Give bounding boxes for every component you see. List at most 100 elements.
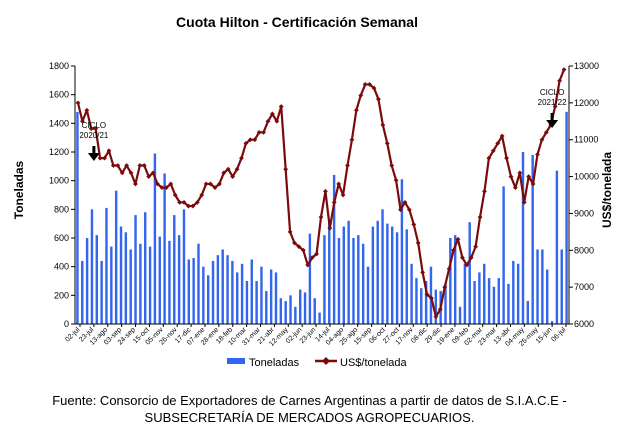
line-point [102,155,107,161]
line-point [464,262,470,268]
legend-swatch-usd-marker [322,357,330,365]
bar [245,281,249,324]
line-point [88,126,94,132]
line-point [543,129,549,135]
bar [352,238,355,324]
bar [206,275,210,324]
line-point [278,104,284,109]
left-tick-label: 200 [54,290,69,300]
bar [516,263,520,324]
bar [168,240,171,324]
line-point [473,244,479,249]
source-line-2: SUBSECRETARÍA DE MERCADOS AGROPECUARIOS. [144,410,475,425]
line-point [327,225,333,231]
line-point [128,170,134,176]
left-tick-label: 1400 [49,118,69,128]
annotation-arrow-shaft [550,113,554,121]
line-point [97,155,103,161]
bar [463,263,467,324]
line-point [323,188,328,194]
x-tick-label: 06-jul [550,326,567,343]
line-point [199,192,205,198]
line-point [283,166,289,172]
bar [458,306,462,324]
line-point [442,284,448,290]
bar [381,209,384,324]
line-point [371,85,377,91]
line-point [420,270,426,275]
line-point [265,118,271,124]
bar [144,212,147,324]
bar-series [76,111,568,325]
line-point [561,67,567,73]
line-point [468,255,474,261]
bar [236,272,239,324]
line-point [141,163,147,168]
legend: Toneladas US$/tonelada [227,357,408,369]
bar [405,229,408,324]
line-point [490,148,496,154]
bar [274,272,278,324]
right-tick-label: 9000 [574,208,594,218]
line-point [508,174,514,179]
bar [299,289,302,324]
line-point [216,181,222,187]
line-point [345,163,350,168]
left-tick-label: 0 [64,319,69,329]
bar [182,209,186,324]
annotation-label: CICLO [540,88,564,97]
line-point [362,82,368,87]
line-point [274,118,280,124]
bar [507,283,510,324]
chart-title: Cuota Hilton - Certificación Semanal [176,14,418,30]
bar [85,238,89,324]
line-point [517,170,523,176]
bar [308,233,312,324]
line-point [398,207,403,213]
line-point [194,199,200,205]
bar [415,278,418,324]
bar [531,154,534,324]
bar [410,263,413,324]
x-tick-label: 23-jun [299,326,318,345]
bar [483,263,486,324]
left-tick-label: 400 [54,262,69,272]
bar [429,266,433,324]
right-tick-label: 11000 [574,135,598,145]
line-point [513,185,518,191]
bar [202,266,205,324]
bar [560,249,563,324]
line-point [411,222,417,227]
annotation-label: 2020/21 [79,131,108,140]
line-point [252,137,258,143]
line-point [486,155,492,161]
line-series [75,67,567,320]
legend-label-usd: US$/tonelada [340,357,408,369]
line-point [115,163,121,168]
bar [289,295,292,324]
bar [134,215,137,324]
bar [444,283,447,324]
line-point [137,163,143,168]
bar [129,249,132,324]
bar [177,235,181,324]
line-point [451,247,456,253]
bar [468,222,471,324]
bar [318,312,321,324]
bar [337,238,341,324]
annotation-label: 2021/22 [538,98,567,107]
line-point [455,236,461,242]
bar [303,292,307,324]
line-point [429,295,434,301]
line-point [530,181,536,187]
bar [546,269,549,324]
bar [449,238,452,324]
line-point [146,174,152,179]
line-point [358,93,364,98]
left-tick-label: 600 [54,233,69,243]
line-point [110,163,116,168]
bar [269,269,273,324]
line-point [256,129,262,135]
line-point [159,185,165,191]
bar [221,249,224,324]
